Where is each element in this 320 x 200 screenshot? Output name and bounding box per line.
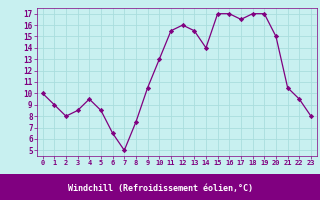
Text: Windchill (Refroidissement éolien,°C): Windchill (Refroidissement éolien,°C) bbox=[68, 184, 252, 193]
